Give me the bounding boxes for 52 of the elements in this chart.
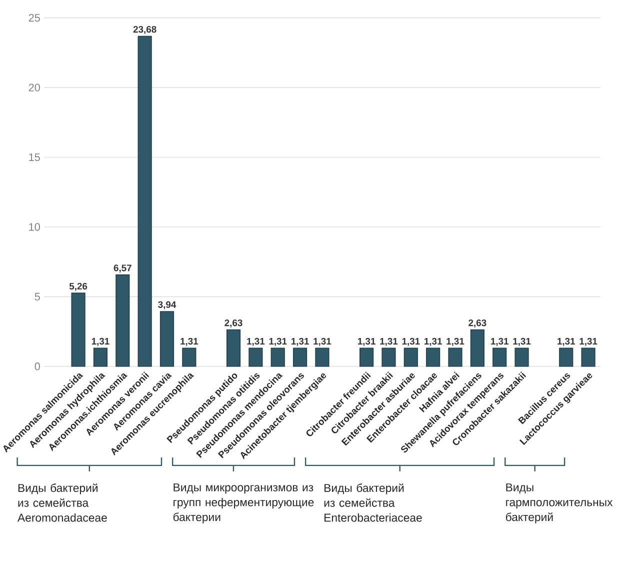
data-label: 2,63: [468, 319, 486, 328]
y-tick-label: 20: [28, 83, 40, 92]
text: Виды микроорганизмов из групп неферментирующие бактерии: [173, 483, 314, 524]
text: Виды гармположительных бактерий: [506, 483, 613, 524]
data-label: 3,94: [158, 301, 176, 310]
data-label: 1,31: [269, 338, 287, 346]
bar: [116, 274, 130, 367]
data-label: 1,31: [180, 338, 198, 346]
bar: [492, 348, 507, 367]
data-label: 1,31: [446, 338, 464, 346]
data-label: 1,31: [314, 338, 332, 346]
bar: [248, 348, 263, 367]
bar: [226, 329, 241, 367]
data-label: 1,31: [358, 338, 376, 346]
y-tick-label: 0: [34, 362, 40, 370]
bar: [71, 292, 86, 367]
bar: [160, 310, 174, 367]
bar: [360, 348, 374, 367]
bar: [470, 329, 484, 367]
data-label: 1,31: [513, 338, 531, 346]
data-label: 1,31: [491, 338, 508, 346]
bar: [93, 348, 108, 367]
bar: [182, 348, 196, 367]
data-label: 1,31: [291, 338, 309, 346]
data-label: 1,31: [380, 338, 398, 346]
data-label: 1,31: [558, 338, 575, 346]
bar: [315, 348, 330, 367]
bar: [514, 348, 529, 367]
y-tick-label: 10: [29, 222, 40, 231]
data-label: 1,31: [424, 338, 442, 346]
data-label: 2,63: [224, 319, 242, 328]
data-label: 1,31: [247, 338, 265, 346]
data-label: 1,31: [580, 338, 598, 346]
text: Виды бактерий из семейства Enterobacteriaceae: [324, 483, 422, 522]
y-tick-label: 25: [28, 14, 40, 22]
data-label: 23,68: [133, 26, 156, 34]
data-label: 6,57: [114, 264, 132, 272]
bar: [292, 348, 308, 367]
text: Виды бактерий из семейства Aeromonadaceae: [18, 483, 107, 522]
bar: [448, 348, 462, 367]
bar: [559, 348, 574, 367]
data-label: 5,26: [69, 282, 88, 291]
data-label: 1,31: [92, 338, 110, 346]
y-tick-label: 5: [34, 292, 40, 300]
bar: [404, 348, 418, 367]
bar: [581, 348, 596, 367]
y-tick-label: 15: [29, 153, 40, 161]
bar: [426, 348, 440, 367]
data-label: 1,31: [402, 338, 420, 346]
bar: [382, 348, 396, 367]
bar: [270, 348, 285, 367]
bar: [138, 36, 152, 367]
